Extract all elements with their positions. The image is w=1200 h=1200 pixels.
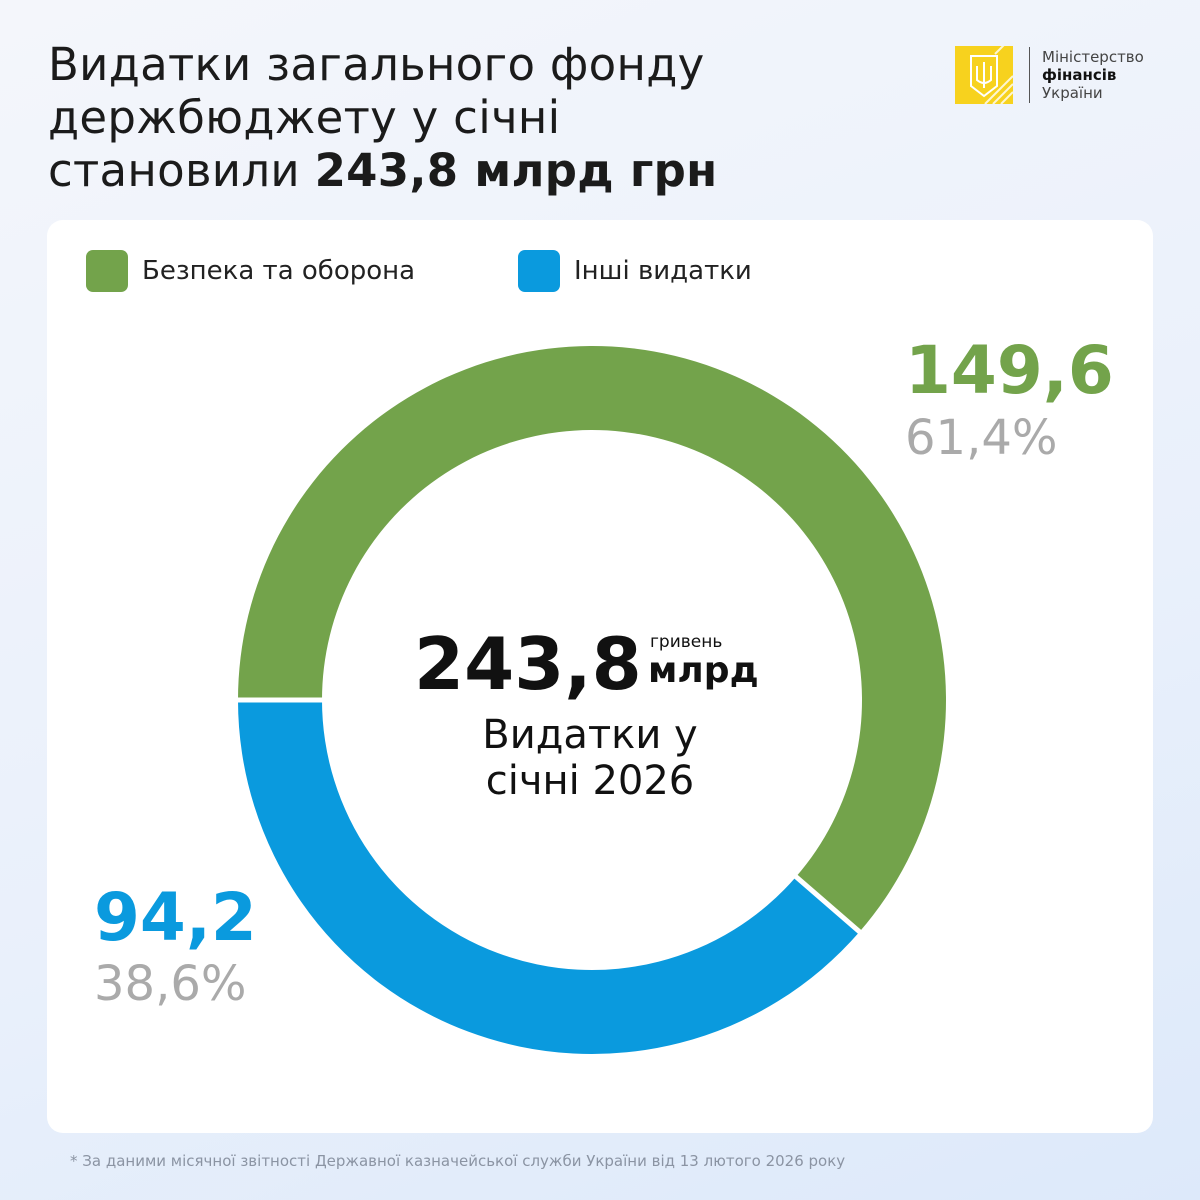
center-unit-small: гривень bbox=[650, 632, 723, 652]
percent-label-defense: 61,4% bbox=[905, 410, 1058, 466]
value-label-defense: 149,6 bbox=[905, 332, 1114, 409]
legend-label: Безпека та оборона bbox=[142, 256, 416, 286]
center-label: Видатки у січні 2026 bbox=[440, 712, 740, 804]
title-prefix: становили bbox=[48, 144, 315, 197]
center-label-line: Видатки у bbox=[482, 712, 698, 758]
percent-label-other: 38,6% bbox=[94, 956, 247, 1012]
legend-label: Інші видатки bbox=[574, 256, 752, 286]
logo-line: Міністерство bbox=[1042, 48, 1144, 66]
footnote: * За даними місячної звітності Державної… bbox=[70, 1152, 846, 1170]
donut-slice-0 bbox=[238, 346, 946, 932]
ministry-logo: Міністерство фінансів України bbox=[955, 46, 1144, 104]
title-line: держбюджету у січні bbox=[48, 91, 561, 144]
legend-item-defense: Безпека та оборона bbox=[86, 250, 415, 292]
title-line: Видатки загального фонду bbox=[48, 38, 705, 91]
legend-swatch bbox=[518, 250, 560, 292]
logo-line: України bbox=[1042, 84, 1103, 102]
legend-item-other: Інші видатки bbox=[518, 250, 752, 292]
logo-line: фінансів bbox=[1042, 66, 1117, 84]
center-unit-big: млрд bbox=[648, 650, 759, 691]
title-line: становили 243,8 млрд грн bbox=[48, 144, 718, 197]
value-label-other: 94,2 bbox=[94, 879, 257, 956]
center-total: 243,8 bbox=[414, 622, 642, 706]
trident-emblem-icon bbox=[955, 46, 1013, 104]
title-total: 243,8 млрд грн bbox=[314, 144, 718, 197]
logo-divider bbox=[1029, 47, 1030, 103]
donut-slice-1 bbox=[237, 700, 860, 1054]
legend-swatch bbox=[86, 250, 128, 292]
center-label-line: січні 2026 bbox=[485, 758, 695, 804]
page-title: Видатки загального фонду держбюджету у с… bbox=[48, 38, 718, 197]
slice-separator bbox=[792, 873, 863, 935]
